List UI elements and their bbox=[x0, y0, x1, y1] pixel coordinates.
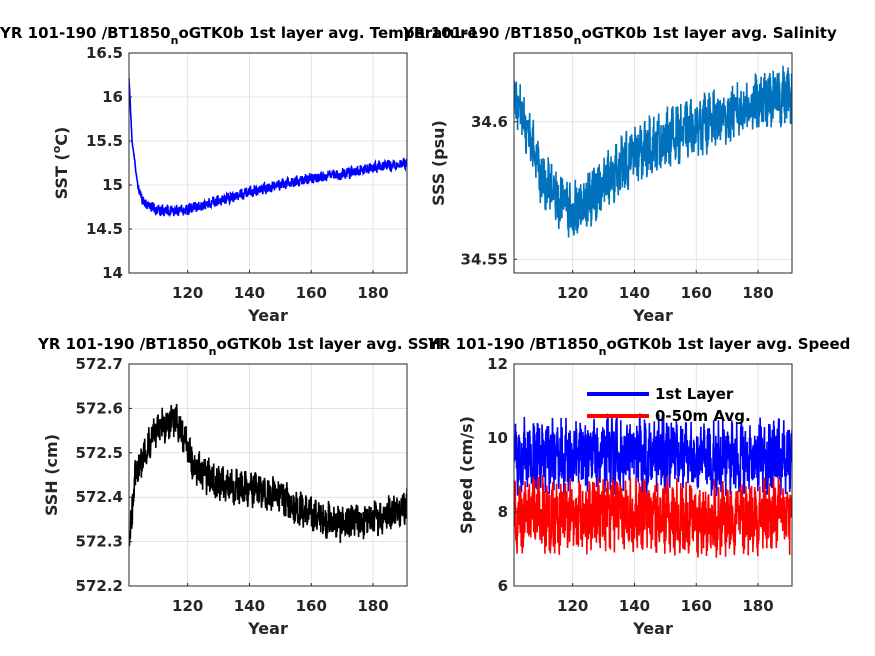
y-tick-label: 16.5 bbox=[86, 44, 123, 62]
y-axis-label: SSS (psu) bbox=[429, 120, 448, 206]
subplot-2: 120 140 160 180 34.55 34.6 Year SSS (psu) YR 101… bbox=[402, 24, 837, 325]
series-line-0-50m-avg- bbox=[514, 474, 792, 558]
x-tick-label: 160 bbox=[681, 597, 712, 615]
plot-area bbox=[129, 364, 407, 586]
y-tick-label: 14.5 bbox=[86, 220, 123, 238]
x-tick-label: 160 bbox=[296, 284, 327, 302]
y-tick-label: 34.55 bbox=[461, 250, 508, 268]
y-tick-label: 15.5 bbox=[86, 132, 123, 150]
y-axis-label-superscript: o bbox=[50, 145, 63, 153]
x-axis-label: Year bbox=[247, 619, 288, 638]
chart-title: YR 101-190 /BT1850noGTK0b 1st layer avg.… bbox=[0, 24, 478, 47]
y-axis-label-main: SSH (cm) bbox=[42, 434, 61, 516]
x-axis-label: Year bbox=[632, 619, 673, 638]
y-tick-label: 14 bbox=[102, 264, 123, 282]
chart-title: YR 101-190 /BT1850noGTK0b 1st layer avg.… bbox=[402, 24, 837, 47]
subplot-3: 120 140 160 180 572.2 572.3 572.4 572.5 572.6 572… bbox=[37, 335, 441, 638]
y-axis-label: SSH (cm) bbox=[42, 434, 61, 516]
y-axis-label-tail: C) bbox=[52, 127, 71, 146]
y-axis-label: Speed (cm/s) bbox=[457, 416, 476, 534]
y-tick-label: 12 bbox=[487, 355, 508, 373]
legend: 1st Layer 0-50m Avg. bbox=[587, 385, 751, 425]
series-line-1st-layer bbox=[514, 412, 792, 496]
x-tick-label: 140 bbox=[234, 597, 265, 615]
chart-title-tail: oGTK0b 1st layer avg. Salinity bbox=[581, 24, 836, 42]
y-tick-label: 15 bbox=[102, 176, 123, 194]
x-tick-label: 140 bbox=[619, 597, 650, 615]
y-axis-label: SST (oC) bbox=[50, 127, 71, 200]
chart-title-tail: oGTK0b 1st layer avg. Speed bbox=[606, 335, 850, 353]
chart-title-subscript: n bbox=[574, 34, 582, 47]
x-tick-label: 140 bbox=[234, 284, 265, 302]
x-tick-label: 180 bbox=[742, 597, 773, 615]
series-group bbox=[514, 65, 792, 238]
y-axis-label-main: Speed (cm/s) bbox=[457, 416, 476, 534]
chart-title-main: YR 101-190 /BT1850 bbox=[427, 335, 599, 353]
x-tick-label: 160 bbox=[296, 597, 327, 615]
y-tick-label: 6 bbox=[498, 577, 508, 595]
x-tick-label: 180 bbox=[742, 284, 773, 302]
series-line-1 bbox=[514, 65, 792, 238]
y-tick-label: 34.6 bbox=[471, 113, 508, 131]
x-axis-label: Year bbox=[632, 306, 673, 325]
x-tick-label: 180 bbox=[357, 597, 388, 615]
chart-title-subscript: n bbox=[599, 345, 607, 358]
x-axis-label: Year bbox=[247, 306, 288, 325]
x-tick-label: 140 bbox=[619, 284, 650, 302]
chart-title-subscript: n bbox=[209, 345, 217, 358]
y-tick-label: 10 bbox=[487, 429, 508, 447]
y-tick-label: 572.2 bbox=[76, 577, 123, 595]
chart-title-main: YR 101-190 /BT1850 bbox=[402, 24, 574, 42]
subplot-4: 120 140 160 180 6 8 10 12 Year Speed (cm/s) YR 101… bbox=[427, 335, 850, 638]
chart-title: YR 101-190 /BT1850noGTK0b 1st layer avg.… bbox=[427, 335, 850, 358]
x-tick-label: 180 bbox=[357, 284, 388, 302]
x-tick-label: 120 bbox=[557, 284, 588, 302]
y-tick-label: 572.5 bbox=[76, 444, 123, 462]
chart-title-subscript: n bbox=[171, 34, 179, 47]
legend-entry: 0-50m Avg. bbox=[655, 407, 751, 425]
chart-title-main: YR 101-190 /BT1850 bbox=[37, 335, 209, 353]
axes-box bbox=[513, 52, 793, 274]
axes-box bbox=[128, 52, 408, 274]
x-tick-label: 120 bbox=[172, 284, 203, 302]
chart-title-main: YR 101-190 /BT1850 bbox=[0, 24, 171, 42]
y-tick-label: 8 bbox=[498, 503, 508, 521]
axes-box bbox=[128, 363, 408, 587]
y-tick-label: 16 bbox=[102, 88, 123, 106]
legend-entry: 1st Layer bbox=[655, 385, 734, 403]
chart-title-tail: oGTK0b 1st layer avg. Temperature bbox=[178, 24, 477, 42]
series-line-1 bbox=[129, 77, 407, 218]
y-tick-label: 572.7 bbox=[76, 355, 123, 373]
y-axis-label-main: SST ( bbox=[52, 153, 71, 199]
x-tick-label: 160 bbox=[681, 284, 712, 302]
series-group bbox=[514, 412, 792, 558]
y-tick-label: 572.6 bbox=[76, 399, 123, 417]
y-tick-label: 572.4 bbox=[76, 488, 123, 506]
y-tick-label: 572.3 bbox=[76, 533, 123, 551]
x-tick-label: 120 bbox=[557, 597, 588, 615]
chart-title-tail: oGTK0b 1st layer avg. SSH bbox=[216, 335, 441, 353]
plot-area bbox=[129, 53, 407, 273]
series-line-1 bbox=[129, 403, 407, 547]
series-group bbox=[129, 403, 407, 547]
x-tick-label: 120 bbox=[172, 597, 203, 615]
y-axis-label-main: SSS (psu) bbox=[429, 120, 448, 206]
series-group bbox=[129, 77, 407, 218]
axes-box bbox=[513, 363, 793, 587]
chart-title: YR 101-190 /BT1850noGTK0b 1st layer avg.… bbox=[37, 335, 441, 358]
